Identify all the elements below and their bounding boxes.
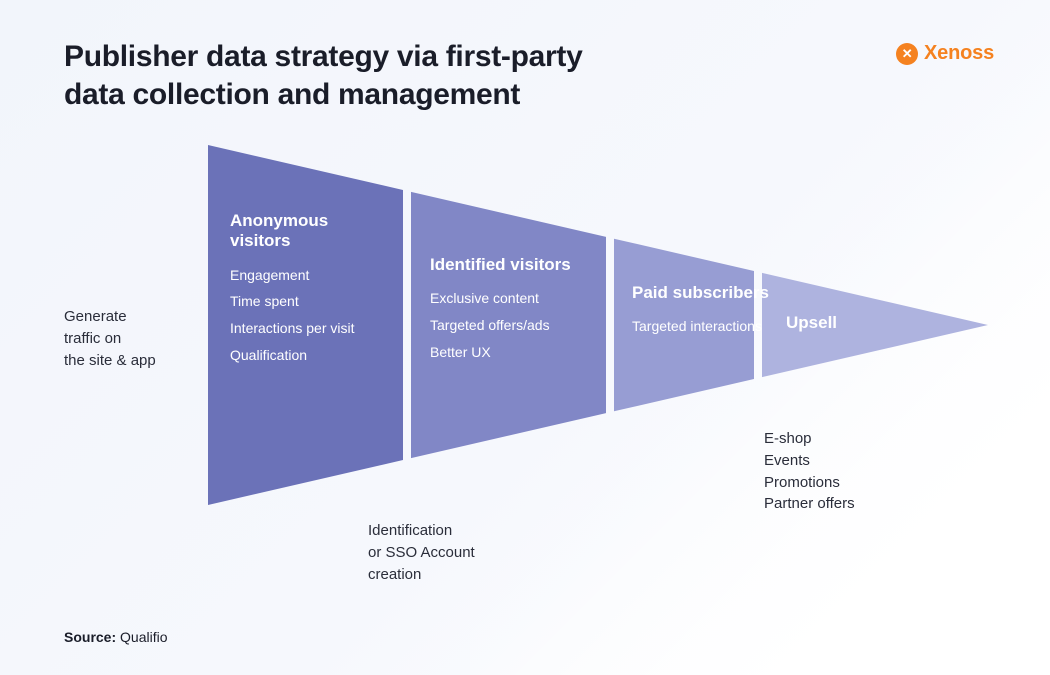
annotation-line: Partner offers	[764, 493, 855, 515]
annotation-line: Events	[764, 450, 855, 472]
funnel-segment-items: Targeted interactions	[632, 313, 769, 340]
funnel-segment-item: Engagement	[230, 262, 380, 289]
funnel-segment-item: Better UX	[430, 339, 571, 366]
funnel-segment-item: Qualification	[230, 342, 380, 369]
annotation-line: the site & app	[64, 350, 156, 372]
page-title: Publisher data strategy via first-party …	[64, 38, 624, 113]
funnel-label-anonymous: Anonymous visitors EngagementTime spentIn…	[230, 211, 380, 368]
infographic-canvas: Publisher data strategy via first-party …	[0, 0, 1050, 675]
annotation-line: Generate	[64, 306, 156, 328]
annotation-line: Promotions	[764, 472, 855, 494]
brand-logo-text: Xenoss	[924, 42, 994, 65]
funnel-label-paid: Paid subscribers Targeted interactions	[632, 283, 769, 340]
funnel-segment-item: Exclusive content	[430, 285, 571, 312]
source-value: Qualifio	[120, 629, 167, 645]
annotation-line: or SSO Account	[368, 542, 475, 564]
funnel-segment-item: Targeted offers/ads	[430, 312, 571, 339]
funnel-segment-item: Time spent	[230, 288, 380, 315]
funnel-label-upsell: Upsell	[786, 313, 837, 343]
funnel-segment-items: Exclusive contentTargeted offers/adsBett…	[430, 285, 571, 365]
annotation-line: Identification	[368, 520, 475, 542]
brand-logo: ✕ Xenoss	[896, 42, 994, 65]
funnel-segment-items: EngagementTime spentInteractions per vis…	[230, 262, 380, 368]
funnel-label-identified: Identified visitors Exclusive contentTarg…	[430, 255, 571, 365]
annotation-generate: Generatetraffic onthe site & app	[64, 306, 156, 371]
annotation-line: creation	[368, 564, 475, 586]
annotation-identification: Identificationor SSO Accountcreation	[368, 520, 475, 585]
brand-logo-mark: ✕	[896, 43, 918, 65]
funnel-segment-title: Anonymous visitors	[230, 211, 380, 252]
annotation-line: traffic on	[64, 328, 156, 350]
annotation-upsell-options: E-shopEventsPromotionsPartner offers	[764, 428, 855, 515]
funnel-area: Anonymous visitors EngagementTime spentIn…	[208, 145, 988, 505]
funnel-segment-title: Upsell	[786, 313, 837, 333]
annotation-line: E-shop	[764, 428, 855, 450]
source-line: Source: Qualifio	[64, 629, 167, 645]
funnel-segment-title: Identified visitors	[430, 255, 571, 275]
funnel-segment-item: Interactions per visit	[230, 315, 380, 342]
funnel-segment-title: Paid subscribers	[632, 283, 769, 303]
funnel-segment-item: Targeted interactions	[632, 313, 769, 340]
source-label: Source:	[64, 629, 116, 645]
